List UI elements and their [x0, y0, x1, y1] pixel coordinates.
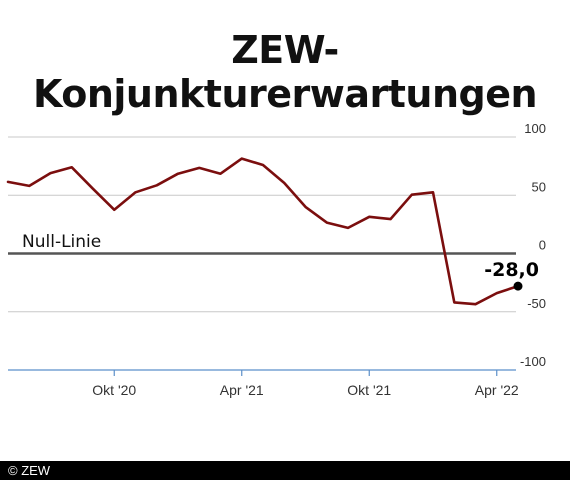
copyright-bar: © ZEW	[0, 461, 570, 480]
y-tick-label: -100	[520, 354, 546, 369]
y-tick-label: -50	[527, 296, 546, 311]
y-tick-label: 0	[539, 238, 546, 253]
series-line	[6, 157, 520, 306]
chart-title: ZEW-Konjunkturerwartungen	[32, 28, 538, 116]
copyright-text: © ZEW	[8, 463, 51, 478]
zero-line-label: Null-Linie	[22, 232, 101, 252]
x-tick-label: Apr '22	[475, 382, 519, 398]
x-tick-label: Okt '20	[92, 382, 136, 398]
y-tick-label: 50	[532, 179, 546, 194]
end-point-marker	[513, 281, 523, 291]
x-tick-label: Okt '21	[347, 382, 391, 398]
x-tick-label: Apr '21	[220, 382, 264, 398]
y-tick-label: 100	[524, 121, 546, 136]
end-value-label: -28,0	[484, 259, 539, 281]
